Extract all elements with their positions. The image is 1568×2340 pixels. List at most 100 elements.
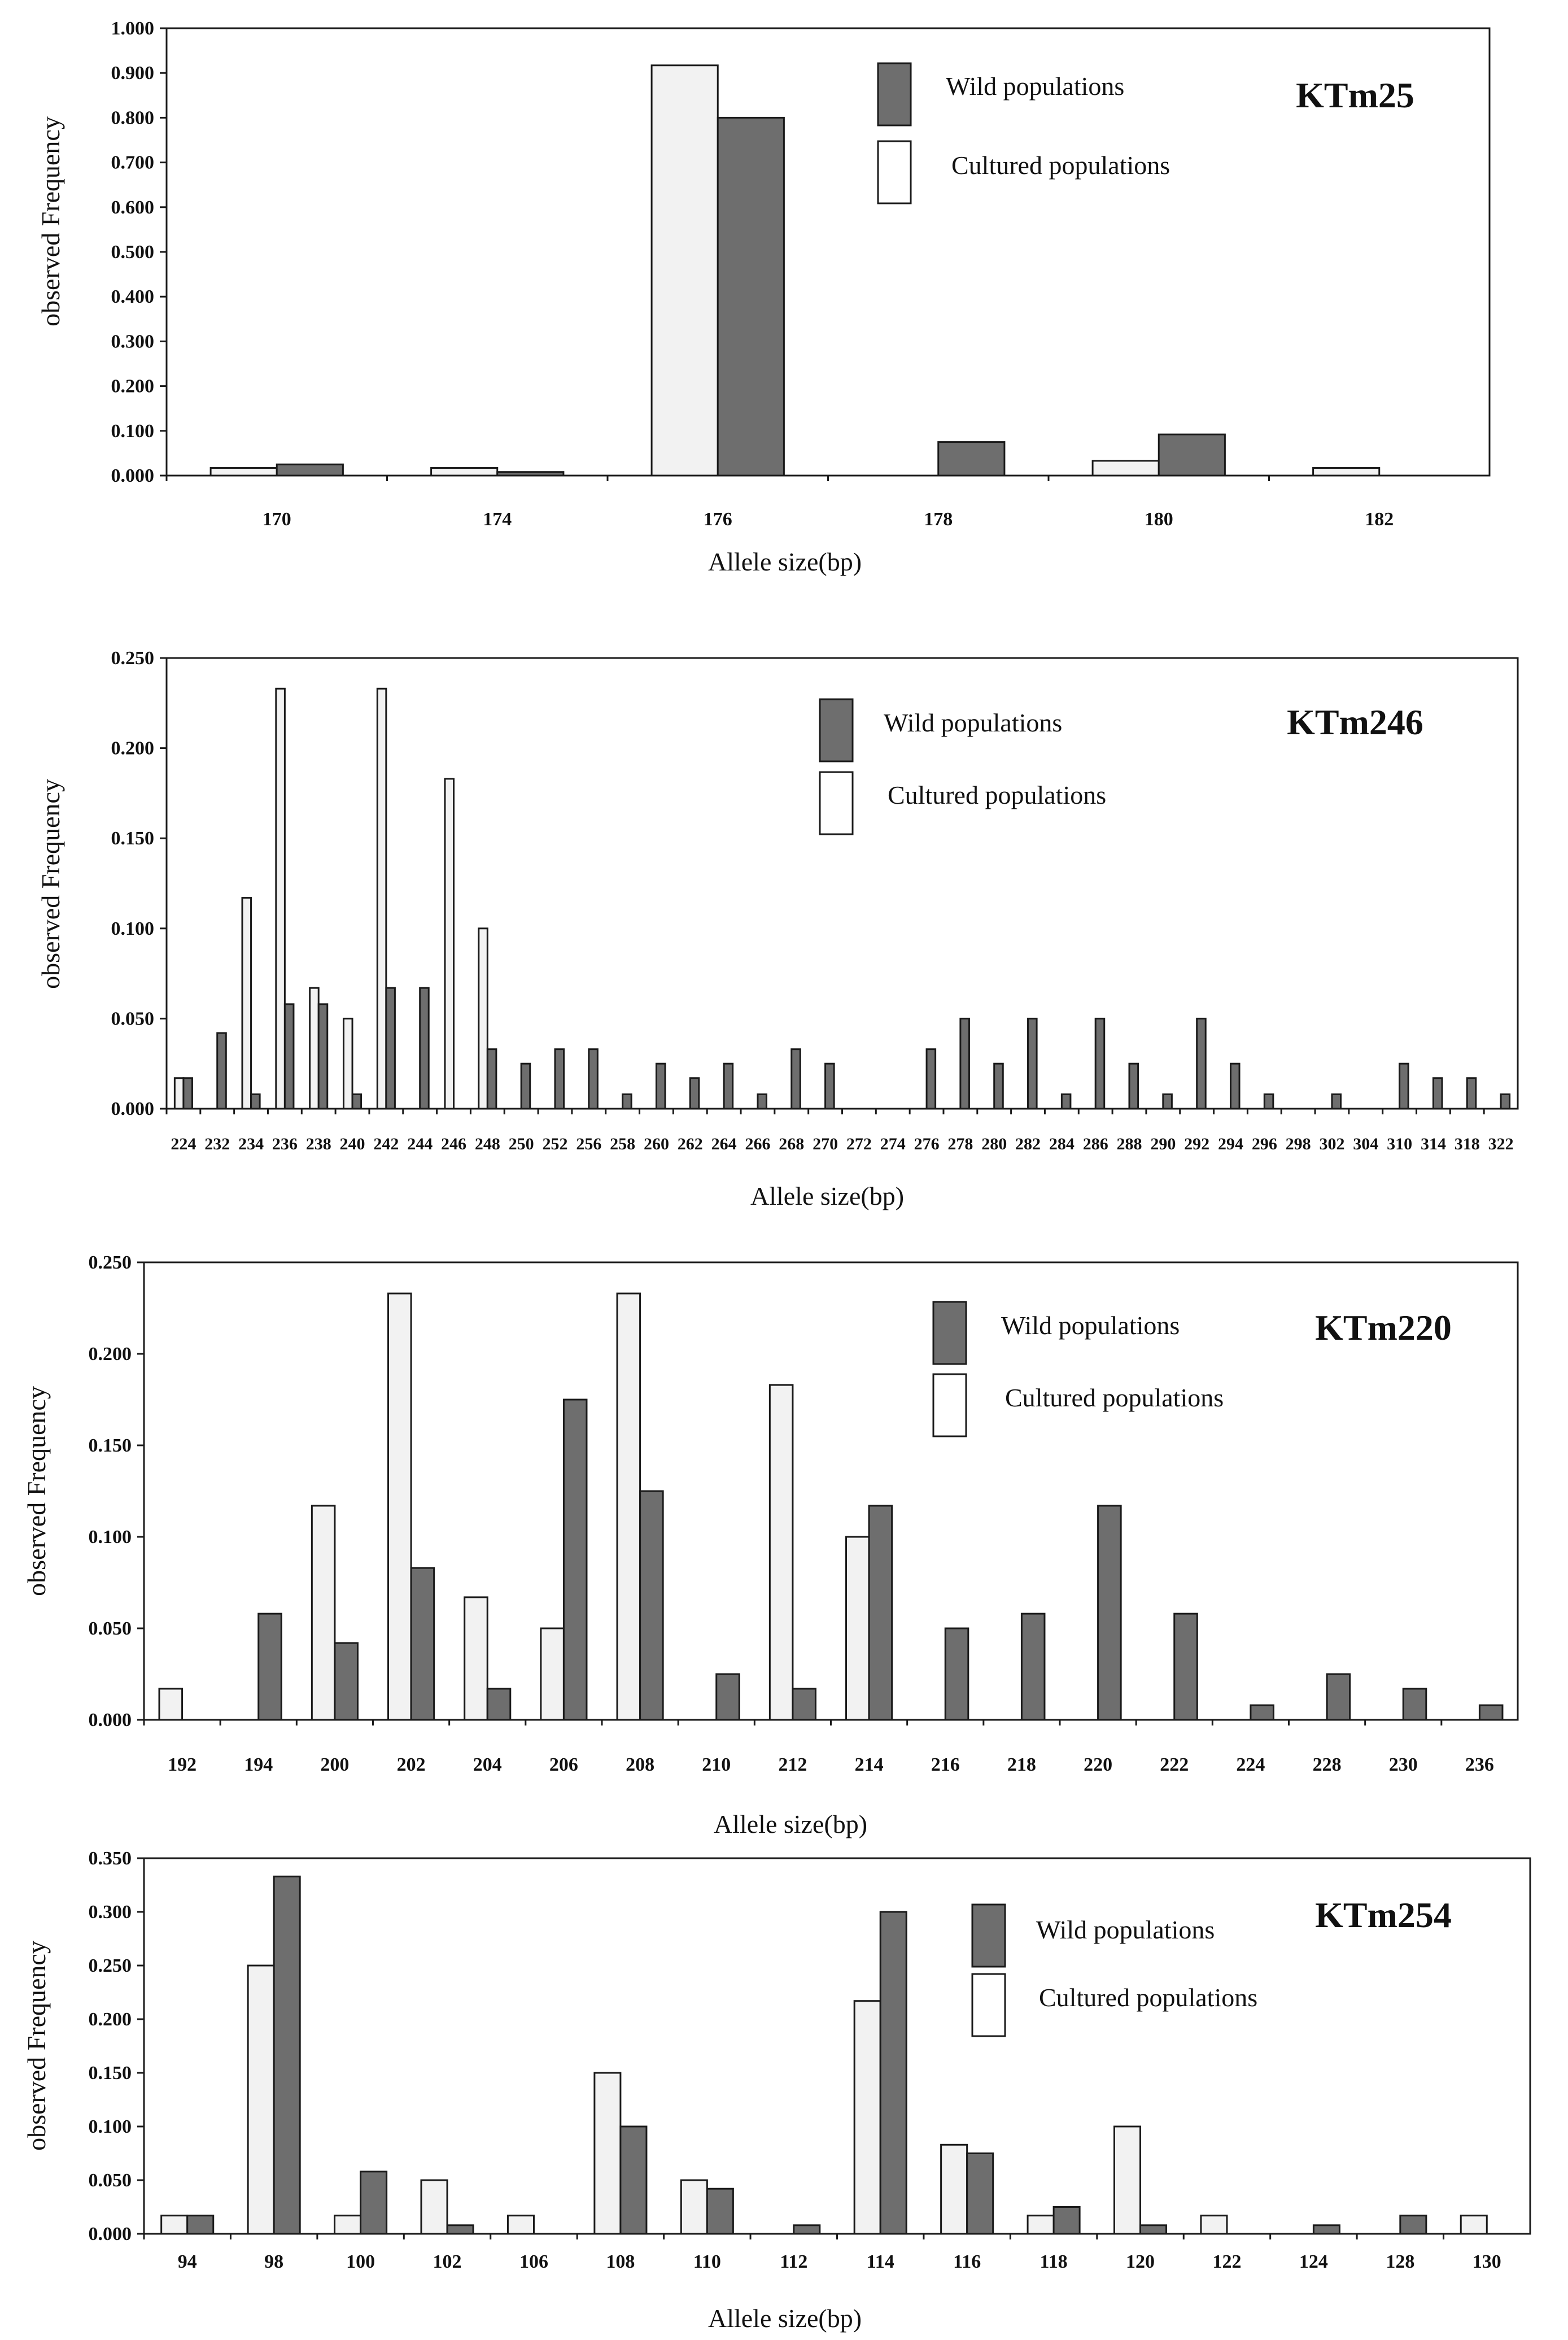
bar-wild-216 xyxy=(944,1627,969,1721)
x-tick-label: 250 xyxy=(509,1135,534,1153)
bar-wild-288 xyxy=(1128,1062,1139,1110)
bar-wild-232 xyxy=(216,1032,227,1110)
bar-wild-214 xyxy=(868,1505,893,1721)
bar-cultured-110 xyxy=(680,2179,708,2235)
bar-wild-280 xyxy=(993,1062,1004,1110)
bar-wild-176 xyxy=(717,116,785,477)
legend-swatch-wild xyxy=(971,1903,1006,1968)
x-tick-label: 310 xyxy=(1387,1135,1412,1153)
bar-wild-178 xyxy=(937,441,1006,477)
x-tick-label: 202 xyxy=(397,1754,426,1775)
bar-wild-200 xyxy=(334,1642,359,1721)
x-tick-label: 264 xyxy=(711,1135,737,1153)
bar-wild-282 xyxy=(1027,1017,1038,1110)
x-tick-label: 98 xyxy=(264,2251,283,2272)
y-axis-label: observed Frequency xyxy=(22,1386,51,1596)
x-tick-label: 318 xyxy=(1455,1135,1480,1153)
y-tick-label: 0.350 xyxy=(89,1848,132,1869)
bar-cultured-114 xyxy=(853,2000,881,2235)
chart-ktm246: 0.000 0.050 0.100 0.150 0.200 0.250 224 232 234 2… xyxy=(36,648,1519,1210)
bar-cultured-212 xyxy=(768,1384,794,1721)
x-tick-label: 314 xyxy=(1421,1135,1446,1153)
x-tick-label: 294 xyxy=(1218,1135,1243,1153)
y-tick-label: 0.200 xyxy=(111,376,155,397)
x-tick-label: 302 xyxy=(1319,1135,1344,1153)
x-tick-label: 212 xyxy=(778,1754,807,1775)
bar-wild-116 xyxy=(966,2152,994,2235)
bar-wild-180 xyxy=(1158,433,1226,477)
x-tick-label: 208 xyxy=(626,1754,654,1775)
x-tick-label: 128 xyxy=(1386,2251,1414,2272)
x-axis-label: Allele size(bp) xyxy=(708,2304,862,2333)
legend-label-cultured: Cultured populations xyxy=(951,151,1170,180)
y-tick-label: 0.200 xyxy=(89,1344,132,1365)
chart-ktm254: 0.000 0.050 0.100 0.150 0.200 0.250 0.300 0.350… xyxy=(22,1848,1531,2333)
legend-label-cultured: Cultured populations xyxy=(888,781,1106,809)
y-tick-label: 0.100 xyxy=(111,918,155,939)
x-tick-label: 284 xyxy=(1049,1135,1075,1153)
bar-cultured-176 xyxy=(650,64,719,477)
bar-wild-276 xyxy=(925,1048,937,1110)
bar-wild-118 xyxy=(1052,2206,1081,2235)
x-tick-label: 94 xyxy=(178,2251,197,2272)
x-tick-label: 236 xyxy=(1465,1754,1494,1775)
bar-cultured-94 xyxy=(160,2215,189,2235)
bar-cultured-130 xyxy=(1460,2215,1488,2235)
bar-wild-224 xyxy=(1250,1704,1274,1721)
bar-cultured-200 xyxy=(311,1505,336,1721)
bar-wild-114 xyxy=(879,1911,907,2235)
legend-label-cultured: Cultured populations xyxy=(1039,1983,1257,2012)
x-tick-label: 266 xyxy=(745,1135,770,1153)
x-tick-label: 256 xyxy=(576,1135,601,1153)
bar-wild-240 xyxy=(351,1093,362,1110)
bar-wild-264 xyxy=(723,1062,734,1110)
x-tick-label: 224 xyxy=(171,1135,196,1153)
y-tick-label: 0.050 xyxy=(89,1618,132,1639)
x-tick-label: 230 xyxy=(1389,1754,1418,1775)
legend-swatch-wild xyxy=(877,62,912,127)
y-tick-label: 1.000 xyxy=(111,18,155,39)
x-axis-label: Allele size(bp) xyxy=(708,547,862,576)
x-tick-label: 270 xyxy=(813,1135,838,1153)
bar-cultured-174 xyxy=(430,467,499,477)
x-tick-label: 180 xyxy=(1145,509,1173,530)
bar-wild-120 xyxy=(1139,2224,1168,2235)
legend-swatch-cultured xyxy=(971,1973,1006,2037)
x-axis-label: Allele size(bp) xyxy=(750,1182,904,1210)
x-tick-label: 280 xyxy=(981,1135,1007,1153)
y-tick-label: 0.600 xyxy=(111,197,155,218)
x-tick-label: 192 xyxy=(168,1754,196,1775)
x-tick-label: 102 xyxy=(433,2251,462,2272)
legend-label-wild: Wild populations xyxy=(1036,1915,1215,1944)
bar-wild-202 xyxy=(410,1567,435,1721)
y-tick-label: 0.250 xyxy=(111,648,155,669)
y-tick-label: 0.050 xyxy=(111,1008,155,1029)
x-tick-label: 116 xyxy=(953,2251,981,2272)
chart-title: KTm220 xyxy=(1315,1308,1452,1348)
x-tick-label: 220 xyxy=(1084,1754,1112,1775)
chart-title: KTm246 xyxy=(1287,702,1423,742)
x-tick-label: 182 xyxy=(1365,509,1394,530)
x-tick-label: 238 xyxy=(306,1135,331,1153)
bar-cultured-208 xyxy=(616,1292,641,1721)
x-tick-label: 274 xyxy=(880,1135,906,1153)
bar-wild-262 xyxy=(689,1077,700,1110)
x-tick-label: 252 xyxy=(542,1135,567,1153)
x-tick-label: 304 xyxy=(1353,1135,1378,1153)
bar-wild-110 xyxy=(706,2188,734,2235)
bar-wild-256 xyxy=(588,1048,599,1110)
x-tick-label: 122 xyxy=(1212,2251,1241,2272)
bar-wild-302 xyxy=(1331,1093,1342,1110)
legend-label-wild: Wild populations xyxy=(946,72,1124,101)
chart-ktm220: 0.000 0.050 0.100 0.150 0.200 0.250 192 194 200 2… xyxy=(22,1252,1519,1838)
bar-cultured-102 xyxy=(420,2179,448,2235)
bar-cultured-192 xyxy=(158,1688,184,1721)
x-tick-label: 236 xyxy=(272,1135,298,1153)
legend-label-cultured: Cultured populations xyxy=(1005,1383,1224,1412)
y-tick-label: 0.000 xyxy=(89,2224,132,2245)
bar-wild-294 xyxy=(1229,1062,1241,1110)
x-tick-label: 118 xyxy=(1040,2251,1068,2272)
y-tick-label: 0.000 xyxy=(111,1099,155,1119)
bar-wild-310 xyxy=(1399,1062,1409,1110)
y-tick-label: 0.000 xyxy=(111,465,155,486)
